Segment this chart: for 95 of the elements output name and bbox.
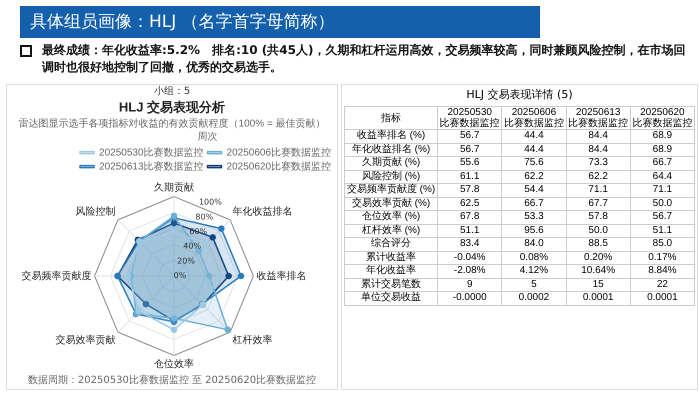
text: 0.0001 <box>582 292 614 303</box>
text: 0.08% <box>520 252 548 262</box>
legend-label: 20250606比赛数据监控 <box>226 146 332 158</box>
text: 56.7 <box>460 130 480 141</box>
category-label: 累计收益率 <box>366 252 416 262</box>
text: 62.5 <box>460 198 480 208</box>
text: 0.0001 <box>647 292 678 303</box>
text: 指标 <box>344 106 438 130</box>
text: 5 <box>531 278 537 290</box>
text: 56.7 <box>652 211 672 222</box>
text: 71.1 <box>652 184 672 195</box>
category-label: 年化收益率 <box>366 265 416 276</box>
text: 67.8 <box>460 211 480 222</box>
text: HLJ 交易表现详情 (5) <box>465 87 574 102</box>
category-label: 累计交易笔数 <box>361 278 422 290</box>
text: 68.9 <box>652 144 672 154</box>
category-label: 久期贡献 (%) <box>362 157 420 168</box>
category-label: 综合评分 <box>371 238 412 249</box>
text: 71.1 <box>588 184 608 195</box>
category-label: 杠杆效率 (%) <box>362 224 420 236</box>
spoke-label: 久期贡献 <box>154 181 194 194</box>
text: 84.4 <box>588 130 608 141</box>
spoke-label: 交易频率贡献度 <box>22 270 92 282</box>
text: 50.0 <box>588 224 608 236</box>
text: 10.64% <box>581 265 616 276</box>
legend-label: 20250613比赛数据监控 <box>99 160 204 172</box>
text: -2.08% <box>454 265 486 276</box>
text: 62.2 <box>524 170 544 182</box>
text: 56.7 <box>460 144 480 154</box>
text: 66.7 <box>652 157 672 168</box>
y-tick-label: 100% <box>198 198 222 207</box>
category-label: 风险控制 (%) <box>362 170 420 182</box>
category-label: 20250620比赛数据监控 <box>630 106 694 130</box>
text: 4.12% <box>520 265 548 276</box>
text: 84.4 <box>588 144 608 154</box>
category-label: 单位交易收益 <box>361 292 422 303</box>
text: -0.04% <box>454 252 486 262</box>
category-label: 20250530比赛数据监控 <box>438 106 502 130</box>
text: 55.6 <box>460 157 480 168</box>
text: 50.0 <box>652 198 672 208</box>
text: 57.8 <box>588 211 608 222</box>
legend-title: 周次 <box>198 131 218 142</box>
text: 数据周期：20250530比赛数据监控 至 20250620比赛数据监控 <box>26 374 318 387</box>
text: 83.4 <box>460 238 480 249</box>
category-label: 收益率排名 (%) <box>356 130 426 141</box>
text: 64.4 <box>652 170 672 182</box>
text: 15 <box>592 278 604 290</box>
spoke-label: 收益率排名 <box>256 270 306 282</box>
text: 73.3 <box>588 157 608 168</box>
text: 小组：5 <box>152 85 192 98</box>
text: 51.1 <box>460 224 480 236</box>
chart-title: HLJ 交易表现分析 <box>118 99 226 114</box>
y-tick-label: 40% <box>183 242 202 251</box>
text: 54.4 <box>524 184 544 195</box>
text: 84.0 <box>524 238 544 249</box>
text: 0.20% <box>584 252 612 262</box>
category-label: 仓位效率 (%) <box>362 211 420 222</box>
spoke-label: 杠杆效率 <box>231 334 272 346</box>
y-tick-label: 0% <box>174 271 187 280</box>
text: 61.1 <box>460 170 480 182</box>
text: 95.6 <box>524 224 544 236</box>
text: 85.0 <box>652 238 672 249</box>
text: 75.6 <box>524 157 544 168</box>
category-label: 年化收益排名 (%) <box>352 144 430 154</box>
text: 66.7 <box>524 198 544 208</box>
y-tick-label: 80% <box>195 212 214 222</box>
category-label: 交易频率贡献度 (%) <box>346 184 436 195</box>
text: 88.5 <box>588 238 608 249</box>
text: 8.84% <box>648 265 677 276</box>
text: 68.9 <box>652 130 672 141</box>
text: 0.0002 <box>518 292 550 303</box>
category-label: 交易效率贡献 (%) <box>352 198 430 208</box>
text: 44.4 <box>524 130 544 141</box>
text: 0.17% <box>648 252 677 262</box>
text: -0.0000 <box>452 292 487 303</box>
text: 44.4 <box>524 144 544 154</box>
text: 67.7 <box>588 198 608 208</box>
spoke-label: 仓位效率 <box>154 358 194 370</box>
category-label: 20250613比赛数据监控 <box>566 106 630 130</box>
text: 9 <box>466 278 472 290</box>
legend-label: 20250620比赛数据监控 <box>226 160 332 172</box>
text: 53.3 <box>524 211 544 222</box>
text: 最终成绩：年化收益率:5.2% 排名:10 (共45人)，久期和杠杆运用高效，交易频率较高，同时兼顾风险控制，在市场回调时也很好地控制了回撤，优秀的交易选手。 <box>42 42 686 76</box>
spoke-label: 年化收益排名 <box>232 205 292 218</box>
spoke-label: 交易效率贡献 <box>56 334 116 346</box>
text: 57.8 <box>460 184 480 195</box>
text: 具体组员画像：HLJ （名字首字母简称） <box>20 6 540 38</box>
text: 22 <box>656 278 668 290</box>
text: 62.2 <box>588 170 608 182</box>
legend-label: 20250530比赛数据监控 <box>99 146 204 158</box>
spoke-label: 风险控制 <box>76 205 116 218</box>
category-label: 20250606比赛数据监控 <box>502 106 566 130</box>
text: 51.1 <box>652 224 672 236</box>
y-tick-label: 20% <box>177 256 196 266</box>
chart-subtitle: 雷达图显示选手各项指标对收益的有效贡献程度（100% = 最佳贡献） <box>18 117 326 130</box>
